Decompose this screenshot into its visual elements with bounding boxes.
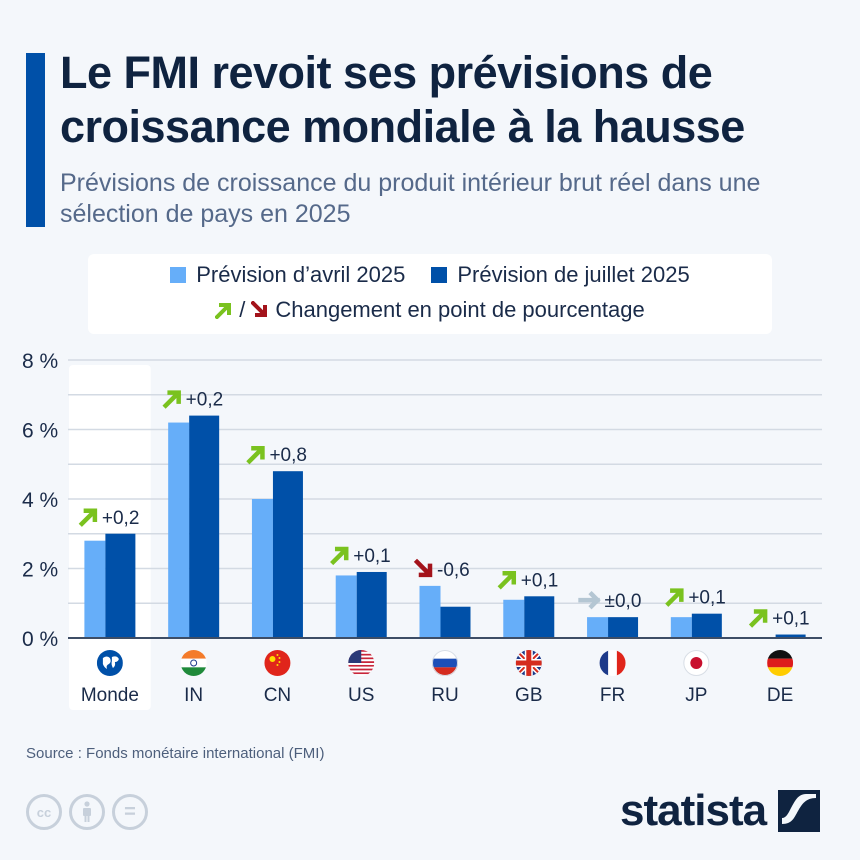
- uk-flag-icon: [515, 650, 542, 676]
- bar-july-fr: [608, 617, 639, 638]
- bar-july-monde: [105, 533, 136, 638]
- arrow-right-icon: [578, 590, 601, 610]
- arrow-up-right-icon: [78, 508, 98, 527]
- bar-july-ru: [440, 606, 471, 638]
- legend-label-april: Prévision d’avril 2025: [196, 262, 406, 287]
- change-label: +0,1: [521, 570, 559, 591]
- person-icon: [83, 801, 91, 822]
- chart-subtitle: Prévisions de croissance du produit inté…: [60, 169, 761, 228]
- arrow-up-right-icon: [665, 588, 684, 607]
- legend: Prévision d’avril 2025 Prévision de juil…: [88, 254, 772, 334]
- legend-swatch-july: [431, 267, 448, 283]
- bar-july-cn: [272, 471, 303, 638]
- change-annotation: -0,6: [413, 558, 470, 581]
- statista-brand[interactable]: statista: [620, 786, 821, 835]
- world-globe-icon: [96, 650, 123, 676]
- legend-item-april: Prévision d’avril 2025: [170, 262, 405, 288]
- change-label: ±0,0: [605, 591, 642, 612]
- legend-item-july: Prévision de juillet 2025: [431, 262, 690, 288]
- statista-logo-icon: [778, 790, 821, 832]
- change-label: +0,1: [772, 609, 810, 630]
- bar-july-us: [356, 571, 387, 638]
- bar-april-cn: [251, 499, 273, 638]
- title-accent-bar: [26, 53, 45, 227]
- change-label: +0,2: [102, 508, 140, 529]
- change-label: +0,1: [353, 546, 391, 567]
- bar-april-ru: [419, 585, 441, 638]
- bar-july-de: [775, 634, 806, 638]
- bar-july-gb: [524, 596, 555, 638]
- y-tick-label: 6 %: [22, 420, 58, 443]
- russia-flag-icon: [432, 650, 458, 676]
- bar-july-jp: [691, 613, 722, 638]
- x-tick-label: DE: [767, 685, 793, 706]
- legend-separator: /: [239, 297, 246, 322]
- change-annotation: +0,1: [748, 609, 810, 630]
- y-tick-label: 0 %: [22, 628, 58, 651]
- license-icons: cc =: [26, 794, 148, 830]
- x-tick-label: JP: [685, 685, 707, 706]
- legend-label-july: Prévision de juillet 2025: [457, 262, 690, 287]
- x-tick-label: CN: [264, 685, 291, 706]
- bar-chart: +0,2 +0,2 +0,8 +0,1 -0,6 +0,1 ±0,0 +0,1 +0,1 0 %…: [22, 350, 822, 710]
- nd-icon-label: =: [124, 800, 136, 823]
- china-flag-icon: [264, 650, 291, 676]
- change-label: -0,6: [437, 560, 470, 581]
- x-tick-label: US: [348, 685, 374, 706]
- arrow-up-right-icon: [246, 445, 265, 465]
- legend-change-item: / Changement en point de pourcentage: [88, 297, 772, 323]
- chart-title: Le FMI revoit ses prévisions de croissan…: [60, 47, 745, 152]
- x-tick-label: Monde: [81, 685, 139, 706]
- change-label: +0,2: [186, 390, 224, 411]
- change-annotation: +0,8: [246, 445, 307, 466]
- usa-flag-icon: [348, 650, 375, 676]
- change-label: +0,1: [688, 588, 726, 609]
- legend-swatch-april: [170, 267, 187, 283]
- change-label: +0,8: [269, 445, 307, 466]
- india-flag-icon: [180, 650, 207, 676]
- x-tick-label: IN: [184, 685, 203, 706]
- arrow-up-right-icon: [162, 390, 181, 409]
- y-tick-label: 4 %: [22, 489, 58, 512]
- bar-april-gb: [503, 599, 525, 638]
- legend-label-change: Changement en point de pourcentage: [275, 297, 645, 322]
- arrow-down-right-icon: [413, 558, 433, 578]
- arrow-up-right-icon: [748, 609, 768, 628]
- cc-icon-label: cc: [36, 804, 52, 820]
- attribution-icon[interactable]: [69, 794, 105, 830]
- arrow-up-right-icon: [497, 571, 517, 590]
- bar-april-monde: [84, 540, 106, 638]
- x-tick-label: GB: [515, 685, 542, 706]
- no-derivatives-icon[interactable]: =: [112, 794, 148, 830]
- japan-flag-icon: [683, 650, 710, 676]
- change-annotation: +0,2: [78, 508, 140, 529]
- arrow-down-right-icon: [251, 301, 268, 317]
- arrow-up-right-icon: [215, 303, 232, 319]
- y-tick-label: 8 %: [22, 350, 58, 373]
- change-annotation: +0,1: [330, 546, 391, 567]
- cc-icon[interactable]: cc: [26, 794, 62, 830]
- source-note: Source : Fonds monétaire international (…: [26, 745, 325, 762]
- germany-flag-icon: [767, 650, 794, 676]
- bar-april-us: [335, 575, 357, 638]
- x-tick-label: RU: [431, 685, 458, 706]
- arrow-up-right-icon: [330, 546, 349, 566]
- change-annotation: +0,1: [665, 588, 726, 609]
- y-tick-label: 2 %: [22, 559, 58, 582]
- bar-april-jp: [670, 617, 692, 638]
- x-tick-label: FR: [600, 685, 625, 706]
- bar-april-fr: [587, 617, 609, 638]
- statista-logo-text: statista: [620, 786, 767, 835]
- bar-july-in: [189, 415, 220, 638]
- change-annotation: +0,2: [162, 390, 224, 411]
- change-annotation: +0,1: [497, 570, 559, 591]
- france-flag-icon: [599, 650, 626, 676]
- bar-april-in: [168, 422, 190, 638]
- change-annotation: ±0,0: [578, 590, 642, 612]
